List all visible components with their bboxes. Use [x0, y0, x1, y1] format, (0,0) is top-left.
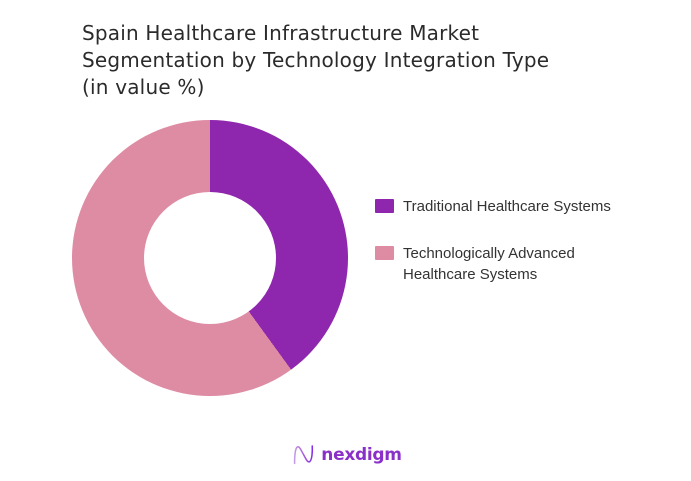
legend-item-traditional: Traditional Healthcare Systems [375, 196, 611, 217]
nexdigm-logo: nexdigm [289, 441, 402, 468]
legend-swatch-advanced [375, 246, 394, 260]
title-line-2: Segmentation by Technology Integration T… [82, 48, 550, 72]
legend-label-traditional: Traditional Healthcare Systems [403, 198, 611, 215]
title-line-3: (in value %) [82, 75, 205, 99]
legend-swatch-traditional [375, 199, 394, 213]
title-line-1: Spain Healthcare Infrastructure Market [82, 21, 480, 45]
donut-hole [144, 192, 276, 324]
chart-title: Spain Healthcare Infrastructure Market S… [82, 20, 549, 101]
legend-label-advanced: Technologically Advanced Healthcare Syst… [403, 245, 575, 283]
legend-item-advanced: Technologically Advanced Healthcare Syst… [375, 243, 611, 285]
donut-chart [72, 120, 348, 396]
nexdigm-n-wave-icon [289, 441, 316, 468]
chart-legend: Traditional Healthcare Systems Technolog… [375, 196, 611, 285]
brand-name: nexdigm [321, 444, 402, 465]
